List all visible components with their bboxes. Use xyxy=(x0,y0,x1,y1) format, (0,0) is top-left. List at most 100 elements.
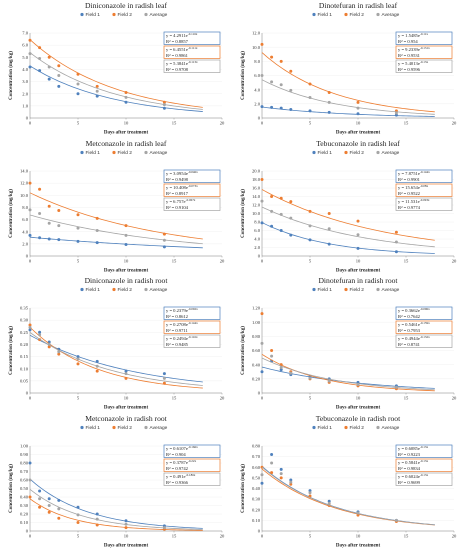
equation-text: y = 0.2494e-0.116x xyxy=(166,335,198,341)
equation-text: y = 9.2339e-0.131x xyxy=(398,46,430,52)
y-tick-label: 1.00 xyxy=(252,320,261,325)
data-point xyxy=(28,207,32,211)
x-tick-label: 10 xyxy=(124,396,129,401)
trendline xyxy=(29,214,203,244)
data-point xyxy=(57,506,61,510)
y-tick-label: 2.0 xyxy=(22,241,28,246)
data-point xyxy=(124,223,128,227)
trendline xyxy=(29,52,203,110)
data-point xyxy=(260,370,264,374)
data-point xyxy=(162,376,166,380)
chart-title: Tebuconazole in radish leaf xyxy=(316,139,400,148)
chart-panel: Diniconazole in radish root Field 1 Field … xyxy=(0,275,232,413)
data-point xyxy=(356,100,360,104)
r-squared-text: R² = 0.8917 xyxy=(166,190,189,195)
y-tick-label: 1.20 xyxy=(252,306,261,311)
data-point xyxy=(28,461,32,464)
y-tick-label: 0 xyxy=(26,253,29,258)
data-point xyxy=(394,230,398,234)
data-point xyxy=(47,496,51,500)
data-point xyxy=(124,91,128,94)
equation-text: y = 0.2708e-0.144x xyxy=(166,321,198,327)
data-point xyxy=(38,333,42,337)
data-point xyxy=(47,65,51,69)
r-squared-text: R² = 0.8741 xyxy=(398,342,421,347)
equation-box xyxy=(163,31,221,45)
y-tick-label: 0.20 xyxy=(20,511,29,516)
x-tick-label: 20 xyxy=(452,258,457,263)
equation-text: y = 7.8751e-0.144x xyxy=(398,170,430,176)
data-point xyxy=(76,72,80,76)
x-tick-label: 20 xyxy=(452,121,457,126)
legend-label: Average xyxy=(150,425,168,431)
equation-text: y = 1.5485e-0.11x xyxy=(398,32,428,38)
y-tick-label: 12.0 xyxy=(252,202,261,207)
data-point xyxy=(356,380,360,384)
data-point xyxy=(356,232,360,236)
data-point xyxy=(327,226,331,230)
x-tick-label: 20 xyxy=(220,121,225,126)
legend-label: Average xyxy=(382,12,400,18)
equation-text: y = 10.408e-0.073x xyxy=(166,184,198,190)
y-tick-label: 0 xyxy=(26,116,29,121)
data-point xyxy=(356,219,360,223)
r-squared-text: R² = 0.8612 xyxy=(166,314,189,319)
data-point xyxy=(270,105,274,109)
trendline xyxy=(29,39,203,108)
data-point xyxy=(308,95,312,99)
data-point xyxy=(327,499,331,503)
legend-label: Field 2 xyxy=(118,12,133,18)
data-point xyxy=(394,239,398,243)
y-tick-label: 0.40 xyxy=(252,362,261,367)
data-point xyxy=(38,69,42,73)
data-point xyxy=(28,328,32,332)
legend-marker xyxy=(312,12,316,17)
legend-marker xyxy=(344,287,348,292)
y-tick-label: 12.0 xyxy=(20,180,29,185)
equation-box xyxy=(395,45,453,59)
y-tick-label: 0.90 xyxy=(20,452,29,457)
y-tick-label: 0.70 xyxy=(20,469,29,474)
y-tick-label: 2.0 xyxy=(22,91,28,96)
r-squared-text: R² = 0.954 xyxy=(398,39,418,44)
x-axis-label: Days after treatment xyxy=(336,268,381,273)
data-point xyxy=(162,106,166,110)
legend-label: Field 1 xyxy=(86,425,101,431)
y-tick-label: 3.0 xyxy=(22,79,28,84)
legend-label: Field 2 xyxy=(118,287,133,293)
data-point xyxy=(327,110,331,114)
data-point xyxy=(38,505,42,509)
equation-text: y = 0.491e-0.186x xyxy=(166,473,196,479)
y-tick-label: 0.80 xyxy=(20,460,29,465)
x-tick-label: 15 xyxy=(404,121,409,126)
r-squared-text: R² = 0.7953 xyxy=(398,328,421,333)
legend-marker xyxy=(376,287,380,292)
r-squared-text: R² = 0.9901 xyxy=(398,176,421,181)
data-point xyxy=(124,376,128,380)
equation-box xyxy=(395,183,453,197)
data-point xyxy=(162,232,166,236)
data-point xyxy=(308,237,312,241)
chart-panel: Dinotefuran in radish root Field 1 Field 2… xyxy=(232,275,464,413)
data-point xyxy=(95,89,99,93)
legend-label: Field 1 xyxy=(318,12,333,18)
x-tick-label: 15 xyxy=(172,396,177,401)
chart-panel: Tebuconazole in radish leaf Field 1 Field … xyxy=(232,138,464,276)
data-point xyxy=(57,237,61,241)
y-tick-label: 5.0 xyxy=(22,55,28,60)
data-point xyxy=(95,517,99,521)
data-point xyxy=(279,467,283,471)
data-point xyxy=(260,481,264,485)
y-tick-label: 0.35 xyxy=(20,306,29,311)
data-point xyxy=(76,512,80,516)
data-point xyxy=(270,461,274,464)
x-tick-label: 5 xyxy=(77,396,80,401)
equation-text: y = 11.531e-0.093x xyxy=(398,198,430,204)
y-tick-label: 6.0 xyxy=(22,43,28,48)
x-tick-label: 10 xyxy=(124,121,129,126)
y-tick-label: 4.0 xyxy=(22,229,28,234)
data-point xyxy=(279,366,283,369)
y-tick-label: 2.0 xyxy=(254,245,260,250)
equation-text: y = 6.757e-0.067x xyxy=(166,198,196,204)
data-point xyxy=(38,187,42,191)
